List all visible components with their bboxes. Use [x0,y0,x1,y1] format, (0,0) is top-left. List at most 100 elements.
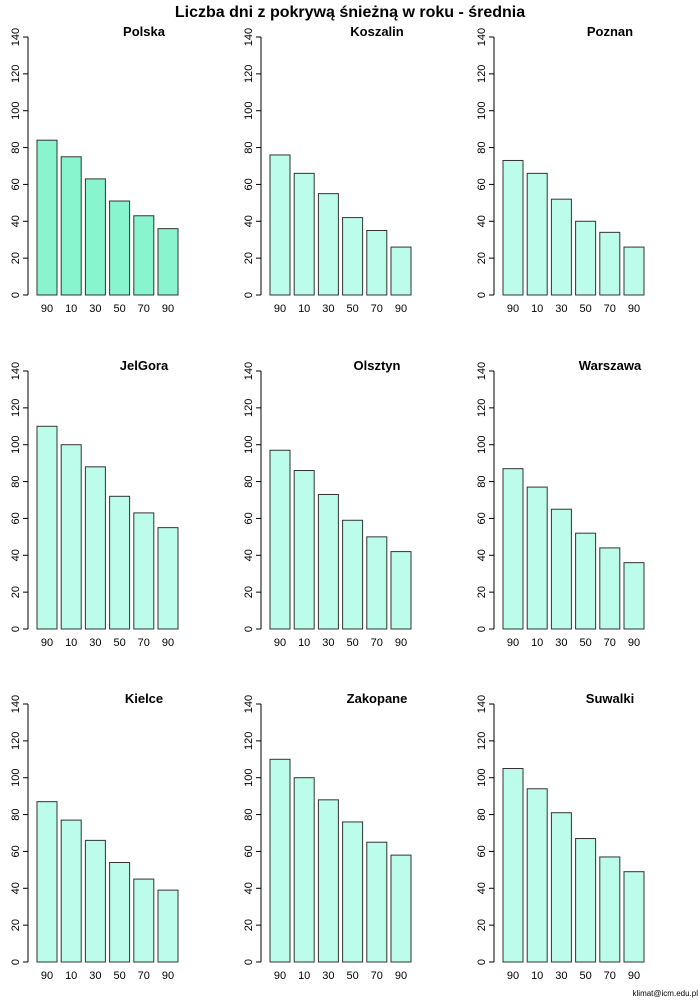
bar [157,527,179,630]
chart-title: Warszawa [579,358,642,373]
x-tick-label: 30 [89,303,101,315]
y-tick-label: 120 [243,65,255,83]
y-tick-label: 20 [243,252,255,264]
y-tick-label: 60 [10,512,22,524]
bar [60,156,82,296]
y-tick-label: 140 [243,362,255,380]
bar [269,449,291,630]
y-tick-label: 120 [476,399,488,417]
bar [502,159,524,296]
bar [623,562,645,630]
y-tick-label: 40 [476,215,488,227]
y-tick-label: 120 [243,732,255,750]
bar [84,466,106,630]
y-tick-label: 140 [10,28,22,46]
chart-panel-suwalki: Suwalki 0 20 40 60 80 100 120 140 90 10 30 50 70 90 [476,691,645,982]
bar [390,551,412,630]
bar [366,230,388,296]
bar [599,231,621,296]
y-tick-label: 0 [476,292,488,298]
y-tick-label: 80 [476,141,488,153]
x-tick-label: 90 [41,303,53,315]
bar [390,854,412,963]
y-tick-label: 80 [10,141,22,153]
x-tick-label: 30 [555,303,567,315]
bar [269,154,291,296]
bar [550,508,572,630]
y-tick-label: 100 [476,436,488,454]
y-tick-label: 40 [243,549,255,561]
x-tick-label: 70 [138,637,150,649]
x-tick-label: 70 [604,637,616,649]
chart-title: Kielce [125,691,163,706]
chart-title: Poznan [587,24,633,39]
x-tick-label: 90 [41,637,53,649]
x-tick-label: 70 [604,303,616,315]
chart-title: Polska [123,24,166,39]
y-tick-label: 20 [476,919,488,931]
y-tick-label: 60 [243,512,255,524]
x-tick-label: 50 [579,970,591,982]
x-tick-label: 10 [531,637,543,649]
x-tick-label: 10 [531,303,543,315]
chart-panel-jelgora: JelGora 0 20 40 60 80 100 120 140 90 10 30 50 70 90 [10,358,179,649]
x-tick-label: 90 [507,637,519,649]
x-tick-label: 50 [579,637,591,649]
x-tick-label: 90 [507,970,519,982]
x-tick-label: 90 [274,303,286,315]
x-tick-label: 90 [41,970,53,982]
chart-title: Koszalin [350,24,404,39]
chart-panel-zakopane: Zakopane 0 20 40 60 80 100 120 140 90 10 30 50 70 90 [243,691,412,982]
y-tick-label: 20 [476,252,488,264]
bar [317,193,339,296]
x-tick-label: 90 [162,637,174,649]
y-tick-label: 40 [10,882,22,894]
y-tick-label: 40 [243,882,255,894]
bar [526,172,548,296]
x-tick-label: 90 [274,637,286,649]
bar [36,801,58,963]
y-tick-label: 140 [476,362,488,380]
y-tick-label: 60 [476,845,488,857]
x-tick-label: 50 [346,303,358,315]
y-tick-label: 140 [10,362,22,380]
bar [599,856,621,963]
y-tick-label: 140 [10,695,22,713]
x-tick-label: 70 [371,637,383,649]
bar [502,768,524,963]
bar [342,821,364,963]
x-tick-label: 10 [65,970,77,982]
bar [36,425,58,630]
bar [575,532,597,630]
y-tick-label: 0 [476,626,488,632]
x-tick-label: 90 [628,970,640,982]
y-tick-label: 80 [476,475,488,487]
x-tick-label: 30 [322,637,334,649]
bar [60,819,82,963]
y-tick-label: 120 [476,65,488,83]
y-tick-label: 80 [10,808,22,820]
chart-panel-poznan: Poznan 0 20 40 60 80 100 120 140 90 10 30 50 70 90 [476,24,645,315]
bar [599,547,621,630]
bar [109,200,131,296]
x-tick-label: 30 [89,637,101,649]
y-tick-label: 20 [10,586,22,598]
bar [293,470,315,630]
x-tick-label: 70 [604,970,616,982]
y-tick-label: 120 [10,65,22,83]
y-tick-label: 0 [10,959,22,965]
bar [575,838,597,963]
x-tick-label: 10 [298,970,310,982]
bar [526,486,548,630]
bar [293,172,315,296]
y-tick-label: 100 [243,769,255,787]
chart-title: Suwalki [586,691,634,706]
y-tick-label: 0 [476,959,488,965]
y-tick-label: 80 [10,475,22,487]
y-tick-label: 100 [10,102,22,120]
bar [623,871,645,963]
y-tick-label: 20 [243,919,255,931]
x-tick-label: 10 [531,970,543,982]
bar [366,841,388,963]
